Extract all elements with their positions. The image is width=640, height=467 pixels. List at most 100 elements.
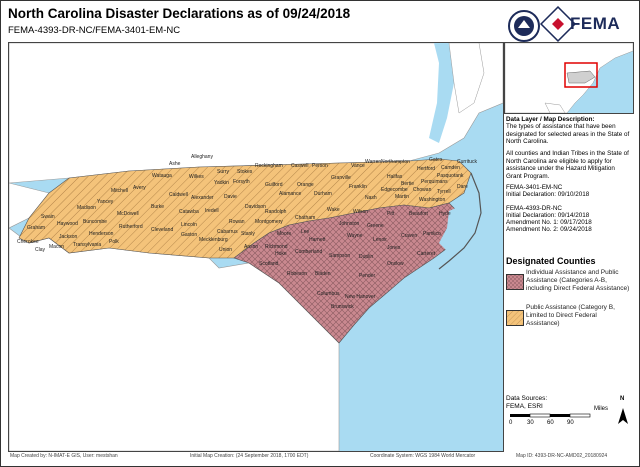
county-label: Lenoir: [373, 237, 387, 243]
footer-creation-date: Initial Map Creation: (24 September 2018…: [190, 453, 309, 459]
county-label: Craven: [401, 233, 417, 239]
scale-tick: 60: [547, 420, 554, 426]
county-label: Alexander: [191, 195, 214, 201]
county-label: Pitt: [387, 211, 395, 217]
county-label: Burke: [151, 204, 164, 210]
county-label: Currituck: [457, 159, 478, 165]
county-label: McDowell: [117, 211, 139, 217]
county-label: Guilford: [265, 182, 283, 188]
county-label: Duplin: [359, 254, 373, 260]
county-label: Scotland: [259, 261, 279, 267]
county-label: Polk: [109, 239, 119, 245]
county-label: Johnston: [339, 221, 360, 227]
county-label: Cumberland: [295, 249, 322, 255]
sources-value: FEMA, ESRI: [506, 403, 543, 410]
county-label: Rutherford: [119, 224, 143, 230]
county-label: Macon: [49, 244, 64, 250]
county-label: Lincoln: [181, 222, 197, 228]
county-label: Robeson: [287, 271, 307, 277]
footer-created-by: Map Created by: N-IMAT-E GIS, User: mest…: [10, 453, 118, 459]
county-label: Durham: [314, 191, 332, 197]
north-arrow-icon: [618, 408, 628, 424]
sources-heading: Data Sources:: [506, 395, 548, 402]
county-label: Dare: [457, 184, 468, 190]
county-label: Transylvania: [73, 242, 101, 248]
county-labels-pa: Alleghany Surry Stokes Rockingham Caswel…: [17, 154, 478, 253]
delmarva: [448, 43, 485, 114]
em-declaration-date: Initial Declaration: 09/10/2018: [506, 191, 590, 198]
county-label: Anson: [244, 244, 258, 250]
footer-coordinate-system: Coordinate System: WGS 1984 World Mercat…: [370, 453, 476, 459]
county-label: Union: [219, 247, 232, 253]
county-label: Buncombe: [83, 219, 107, 225]
county-label: Jones: [387, 245, 401, 251]
county-label: Carteret: [417, 251, 436, 257]
legend-label-pa: Public Assistance (Category B, Limited t…: [526, 304, 615, 327]
county-label: Catawba: [179, 209, 199, 215]
legend-label-ia: Individual Assistance and Public Assista…: [526, 269, 630, 292]
map-subtitle: FEMA-4393-DR-NC/FEMA-3401-EM-NC: [8, 25, 181, 36]
county-label: Stokes: [237, 169, 253, 175]
county-label: Northampton: [381, 159, 410, 165]
county-label: New Hanover: [345, 294, 376, 300]
county-label: Davie: [224, 194, 237, 200]
county-label: Mitchell: [111, 188, 128, 194]
footer-map-id: Map ID: 4393-DR-NC-AMD02_20180924: [516, 453, 608, 459]
county-label: Mecklenburg: [199, 237, 228, 243]
county-label: Caswell: [291, 163, 309, 169]
county-label: Franklin: [349, 184, 367, 190]
county-label: Rowan: [229, 219, 245, 225]
county-label: Davidson: [245, 204, 266, 210]
extent-box: [564, 62, 598, 88]
county-label: Alleghany: [191, 154, 213, 160]
county-label: Hoke: [275, 251, 287, 257]
legend-title: Designated Counties: [506, 256, 596, 266]
county-label: Nash: [365, 195, 377, 201]
county-label: Warren: [365, 159, 381, 165]
county-label: Clay: [35, 247, 46, 253]
county-label: Camden: [441, 165, 460, 171]
county-label: Cabarrus: [217, 229, 238, 235]
county-label: Wake: [327, 207, 340, 213]
main-map[interactable]: Alleghany Surry Stokes Rockingham Caswel…: [8, 42, 504, 452]
county-label: Ashe: [169, 161, 181, 167]
north-label: N: [620, 396, 625, 402]
county-label: Gates: [429, 157, 443, 163]
county-label: Orange: [297, 182, 314, 188]
county-label: Pender: [359, 273, 375, 279]
county-label: Chowan: [413, 187, 432, 193]
data-layer-description: The types of assistance that have been d…: [506, 123, 630, 146]
dr-declaration-id: FEMA-4393-DR-NC: [506, 205, 562, 212]
county-label: Brunswick: [331, 304, 354, 310]
county-label: Person: [312, 163, 328, 169]
county-label: Martin: [395, 194, 409, 200]
dr-declaration-date: Initial Declaration: 09/14/2018: [506, 212, 590, 219]
county-label: Halifax: [387, 174, 403, 180]
county-label: Cherokee: [17, 239, 39, 245]
county-label: Iredell: [205, 208, 219, 214]
county-label: Surry: [217, 169, 229, 175]
county-label: Wayne: [347, 233, 363, 239]
inset-map: [504, 42, 634, 114]
county-label: Jackson: [59, 234, 78, 240]
county-label: Vance: [351, 163, 365, 169]
county-label: Pamlico: [423, 231, 441, 237]
side-panel: Data Layer / Map Description: The types …: [504, 42, 634, 462]
county-label: Montgomery: [255, 219, 283, 225]
county-label: Caldwell: [169, 192, 188, 198]
county-labels-ia: Wilson Harnett Wayne Greene Pitt Beaufor…: [259, 209, 451, 310]
locator-map: [505, 43, 633, 113]
county-label: Graham: [27, 225, 45, 231]
county-label: Bertie: [401, 181, 414, 187]
county-label: Hyde: [439, 211, 451, 217]
dr-amendment-2: Amendment No. 2: 09/24/2018: [506, 226, 592, 233]
scale-tick: 0: [509, 420, 513, 426]
county-label: Columbus: [317, 291, 340, 297]
county-label: Wilson: [353, 209, 368, 215]
north-carolina-map: Alleghany Surry Stokes Rockingham Caswel…: [9, 43, 503, 451]
county-label: Lee: [301, 229, 310, 235]
pamlico-sound: [439, 203, 474, 253]
county-label: Pasquotank: [437, 173, 464, 179]
county-label: Gaston: [181, 232, 197, 238]
county-label: Perquimans: [421, 179, 448, 185]
